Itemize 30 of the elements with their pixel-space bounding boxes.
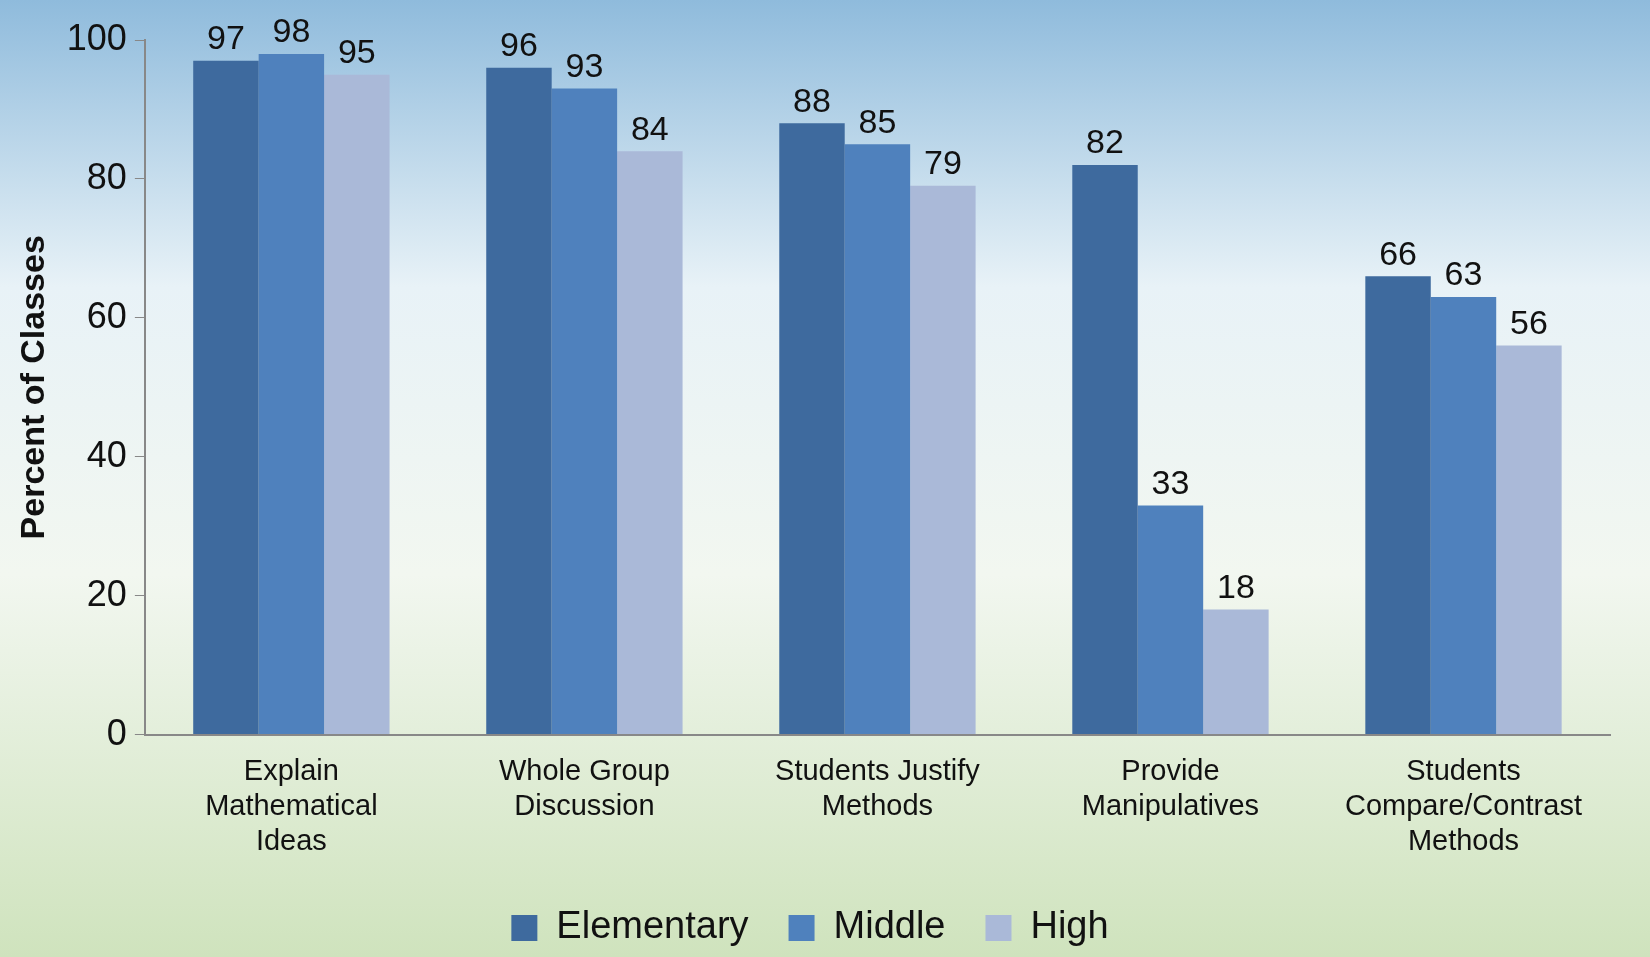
legend-label: Elementary xyxy=(556,904,749,947)
data-label: 66 xyxy=(1379,233,1417,272)
data-label: 63 xyxy=(1444,254,1483,293)
y-axis-title: Percent of Classes xyxy=(12,235,51,540)
data-label: 56 xyxy=(1510,303,1548,341)
legend-label: Middle xyxy=(833,904,946,947)
x-tick-label: Explain Mathematical Ideas xyxy=(205,754,378,856)
y-tick-label: 100 xyxy=(66,16,127,58)
x-tick-label: Whole Group Discussion xyxy=(498,754,670,821)
x-tick-label: Provide Manipulatives xyxy=(1081,754,1260,821)
data-label: 93 xyxy=(565,46,604,84)
y-tick-label: 60 xyxy=(86,294,127,336)
x-tick-label: Students Compare/Contrast Methods xyxy=(1345,754,1582,856)
data-label: 33 xyxy=(1151,462,1190,501)
data-label: 18 xyxy=(1216,566,1255,605)
data-label: 97 xyxy=(207,18,245,57)
data-label: 79 xyxy=(923,143,962,182)
y-tick-label: 40 xyxy=(86,433,127,475)
data-label: 84 xyxy=(630,108,669,147)
y-tick-label: 0 xyxy=(106,711,127,753)
y-tick-label: 20 xyxy=(86,572,127,614)
data-label: 82 xyxy=(1086,122,1124,161)
y-tick-label: 80 xyxy=(86,155,127,197)
data-label: 95 xyxy=(337,32,376,71)
data-label: 88 xyxy=(793,80,831,119)
legend-label: High xyxy=(1030,904,1109,947)
x-tick-label: Students Justify Methods xyxy=(775,754,981,821)
data-label: 85 xyxy=(858,101,897,140)
data-label: 98 xyxy=(272,11,311,50)
data-label: 96 xyxy=(500,25,538,64)
